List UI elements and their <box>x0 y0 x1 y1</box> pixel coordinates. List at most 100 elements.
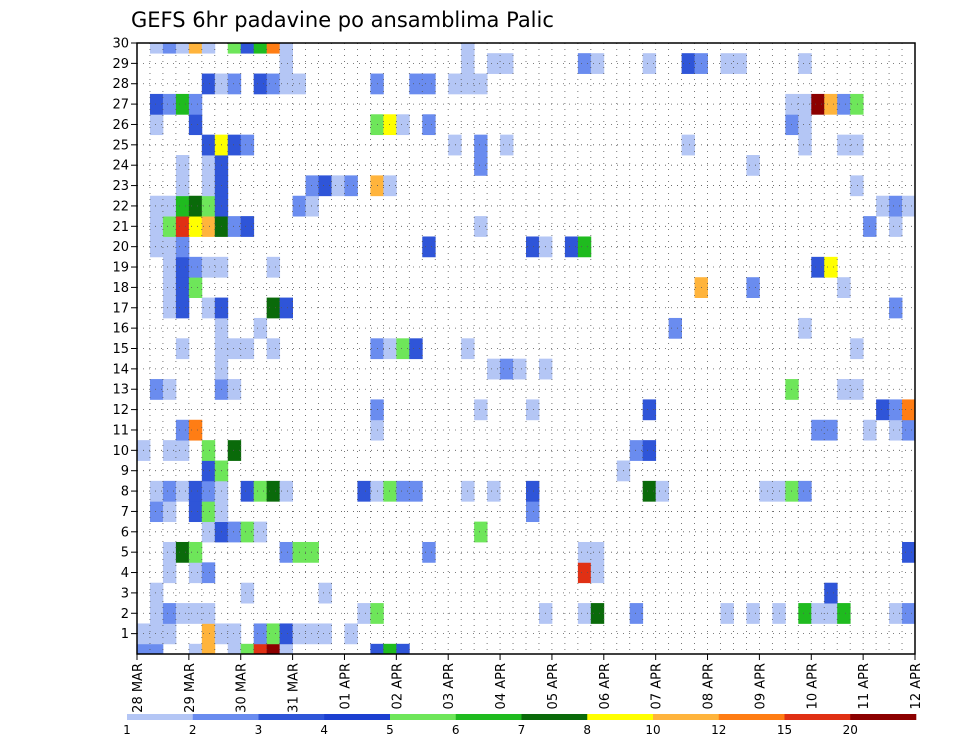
heatmap-cell <box>642 440 657 461</box>
heatmap-cell <box>850 379 864 400</box>
heatmap-cell <box>474 521 488 543</box>
x-tick-label: 04 APR <box>494 663 509 709</box>
heatmap-cell <box>162 216 177 237</box>
heatmap-cell <box>785 114 799 136</box>
heatmap-cell <box>305 195 319 217</box>
heatmap-cell <box>162 195 177 217</box>
colorbar-swatch <box>192 714 259 720</box>
y-tick-label: 23 <box>112 179 129 194</box>
colorbar-swatch <box>127 714 194 720</box>
heatmap-cell <box>162 236 177 258</box>
heatmap-cell <box>162 277 177 298</box>
x-tick-label: 29 MAR <box>183 663 198 713</box>
colorbar-label: 10 <box>645 723 660 737</box>
heatmap-cell <box>149 93 164 115</box>
heatmap-cell <box>266 256 281 278</box>
heatmap-cell <box>305 541 319 563</box>
x-tick-label: 09 APR <box>753 663 768 709</box>
heatmap-cells <box>137 43 916 655</box>
heatmap-cell <box>798 114 812 136</box>
heatmap-cell <box>902 399 916 421</box>
heatmap-cell <box>526 236 540 258</box>
y-tick-label: 4 <box>121 566 129 581</box>
heatmap-cell <box>175 195 190 217</box>
y-tick-label: 3 <box>121 586 129 601</box>
colorbar: 1 2 3 4 5 6 7 8 10 12 15 20 <box>123 714 917 737</box>
heatmap-cell <box>201 297 216 319</box>
x-tick-label: 28 MAR <box>131 663 146 713</box>
y-tick-label: 27 <box>112 98 129 113</box>
heatmap-cell <box>240 480 255 502</box>
heatmap-cell <box>409 338 423 360</box>
heatmap-cell <box>175 256 190 278</box>
heatmap-cell <box>149 379 164 400</box>
heatmap-cell <box>889 419 903 441</box>
heatmap-cell <box>746 277 760 298</box>
heatmap-cell <box>824 93 838 115</box>
heatmap-cell <box>162 562 177 584</box>
heatmap-cell <box>564 236 579 258</box>
heatmap-cell <box>227 643 242 655</box>
heatmap-cell <box>824 256 838 278</box>
heatmap-cell <box>253 73 268 95</box>
y-axis: 1234567891011121314151617181920212223242… <box>112 37 137 642</box>
heatmap-cell <box>370 643 384 655</box>
heatmap-cell <box>850 175 864 197</box>
heatmap-cell <box>201 73 216 95</box>
heatmap-cell <box>785 93 799 115</box>
heatmap-cell <box>188 43 203 54</box>
heatmap-cell <box>876 195 890 217</box>
heatmap-cell <box>266 480 281 502</box>
y-tick-label: 2 <box>121 607 129 622</box>
heatmap-cell <box>824 582 838 604</box>
y-tick-label: 29 <box>112 57 129 72</box>
heatmap-cell <box>889 216 903 237</box>
heatmap-cell <box>383 175 397 197</box>
heatmap-cell <box>785 379 799 400</box>
y-tick-label: 19 <box>112 261 129 276</box>
y-tick-label: 11 <box>112 423 129 438</box>
heatmap-cell <box>331 175 345 197</box>
heatmap-cell <box>500 134 514 156</box>
colorbar-swatch <box>784 714 851 720</box>
heatmap-cell <box>188 501 203 523</box>
heatmap-cell <box>824 419 838 441</box>
y-tick-label: 12 <box>112 403 129 418</box>
colorbar-label: 7 <box>518 723 526 737</box>
heatmap-cell <box>149 582 164 604</box>
heatmap-cell <box>240 216 255 237</box>
heatmap-cell <box>422 114 436 136</box>
heatmap-cell <box>201 643 216 655</box>
heatmap-cell <box>188 541 203 563</box>
x-tick-label: 02 APR <box>390 663 405 709</box>
colorbar-label: 5 <box>386 723 394 737</box>
heatmap-cell <box>474 216 488 237</box>
heatmap-cell <box>175 440 190 461</box>
y-tick-label: 24 <box>112 159 129 174</box>
heatmap-cell <box>487 53 501 74</box>
heatmap-cell <box>240 582 255 604</box>
heatmap-cell <box>577 53 592 74</box>
heatmap-cell <box>253 643 268 655</box>
heatmap-cell <box>655 480 670 502</box>
heatmap-cell <box>253 521 268 543</box>
heatmap-cell <box>681 53 695 74</box>
heatmap-cell <box>266 297 281 319</box>
heatmap-cell <box>227 623 242 645</box>
colorbar-label: 20 <box>843 723 858 737</box>
heatmap-cell <box>149 623 164 645</box>
heatmap-cell <box>837 277 851 298</box>
colorbar-swatch <box>455 714 522 720</box>
heatmap-cell <box>383 114 397 136</box>
heatmap-cell <box>240 134 255 156</box>
heatmap-cell <box>590 562 605 584</box>
heatmap-cell <box>162 43 177 54</box>
heatmap-cell <box>487 358 501 380</box>
heatmap-cell <box>720 603 734 624</box>
heatmap-cell <box>188 93 203 115</box>
heatmap-cell <box>253 623 268 645</box>
heatmap-cell <box>240 521 255 543</box>
heatmap-cell <box>266 43 281 54</box>
heatmap-cell <box>500 53 514 74</box>
heatmap-cell <box>253 43 268 54</box>
